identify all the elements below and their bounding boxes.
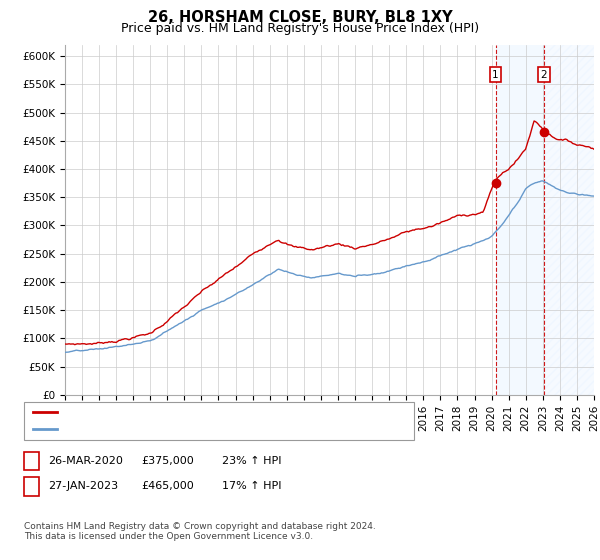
Bar — [544, 45, 594, 395]
Text: £375,000: £375,000 — [141, 456, 194, 466]
Text: 17% ↑ HPI: 17% ↑ HPI — [222, 482, 281, 491]
Text: 2: 2 — [541, 69, 547, 80]
Text: 1: 1 — [28, 456, 35, 466]
Bar — [496, 45, 544, 395]
Text: Contains HM Land Registry data © Crown copyright and database right 2024.
This d: Contains HM Land Registry data © Crown c… — [24, 522, 376, 542]
Text: 26, HORSHAM CLOSE, BURY, BL8 1XY: 26, HORSHAM CLOSE, BURY, BL8 1XY — [148, 10, 452, 25]
Text: £465,000: £465,000 — [141, 482, 194, 491]
Text: 26-MAR-2020: 26-MAR-2020 — [48, 456, 123, 466]
Text: HPI: Average price, detached house, Bury: HPI: Average price, detached house, Bury — [63, 424, 295, 434]
Text: 26, HORSHAM CLOSE, BURY, BL8 1XY (detached house): 26, HORSHAM CLOSE, BURY, BL8 1XY (detach… — [63, 407, 373, 417]
Text: 1: 1 — [492, 69, 499, 80]
Text: Price paid vs. HM Land Registry's House Price Index (HPI): Price paid vs. HM Land Registry's House … — [121, 22, 479, 35]
Text: 27-JAN-2023: 27-JAN-2023 — [48, 482, 118, 491]
Text: 2: 2 — [28, 482, 35, 491]
Text: 23% ↑ HPI: 23% ↑ HPI — [222, 456, 281, 466]
